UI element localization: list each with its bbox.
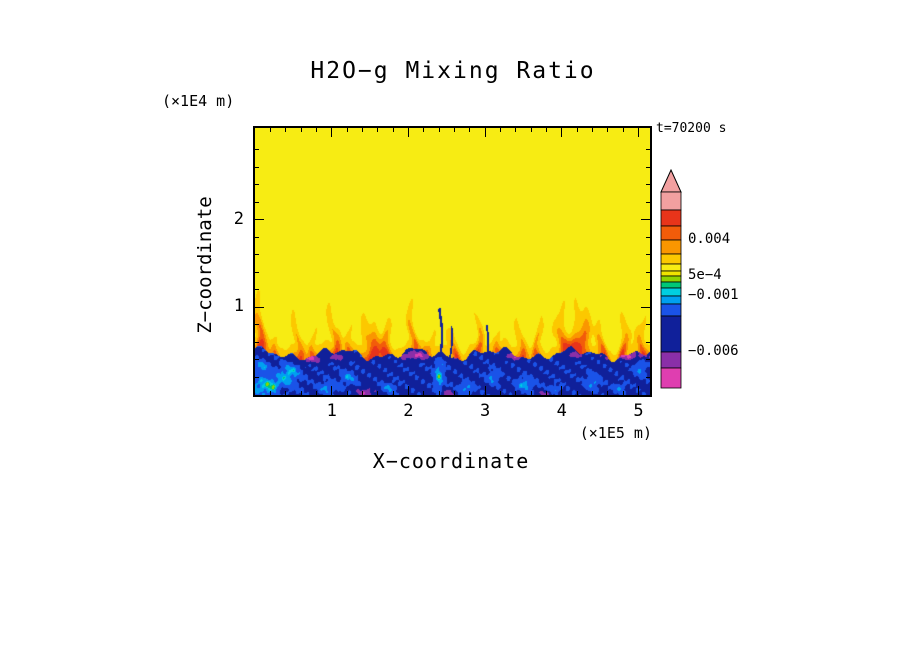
colorbar-tick-label: 0.004 [688,231,731,247]
x-tick-label: 3 [479,401,491,421]
x-tick-label: 5 [633,401,644,421]
x-tick-label: 2 [403,401,414,421]
colorbar-arrow [660,169,682,193]
z-tick-label: 1 [233,296,244,317]
x-tick-label: 1 [326,401,337,421]
colorbar-scale [660,169,682,389]
colorbar: 0.004 5e−4 −0.001 −0.006 [660,169,790,399]
heatmap-canvas [255,128,650,395]
x-axis-unit: (×1E5 m) [579,424,652,442]
chart-title: H2O−g Mixing Ratio [310,58,596,84]
colorbar-tick-label: 5e−4 [688,267,722,283]
z-tick-label: 2 [233,208,244,229]
time-annotation: t=70200 s [656,121,727,136]
z-axis-unit: (×1E4 m) [162,92,235,110]
x-tick-label: 4 [556,401,567,421]
x-axis-title: X−coordinate [372,449,530,473]
colorbar-tick-label: −0.006 [688,343,739,359]
z-axis-title: Z−coordinate [194,196,216,334]
colorbar-tick-label: −0.001 [688,287,739,303]
plot-frame [253,126,652,397]
